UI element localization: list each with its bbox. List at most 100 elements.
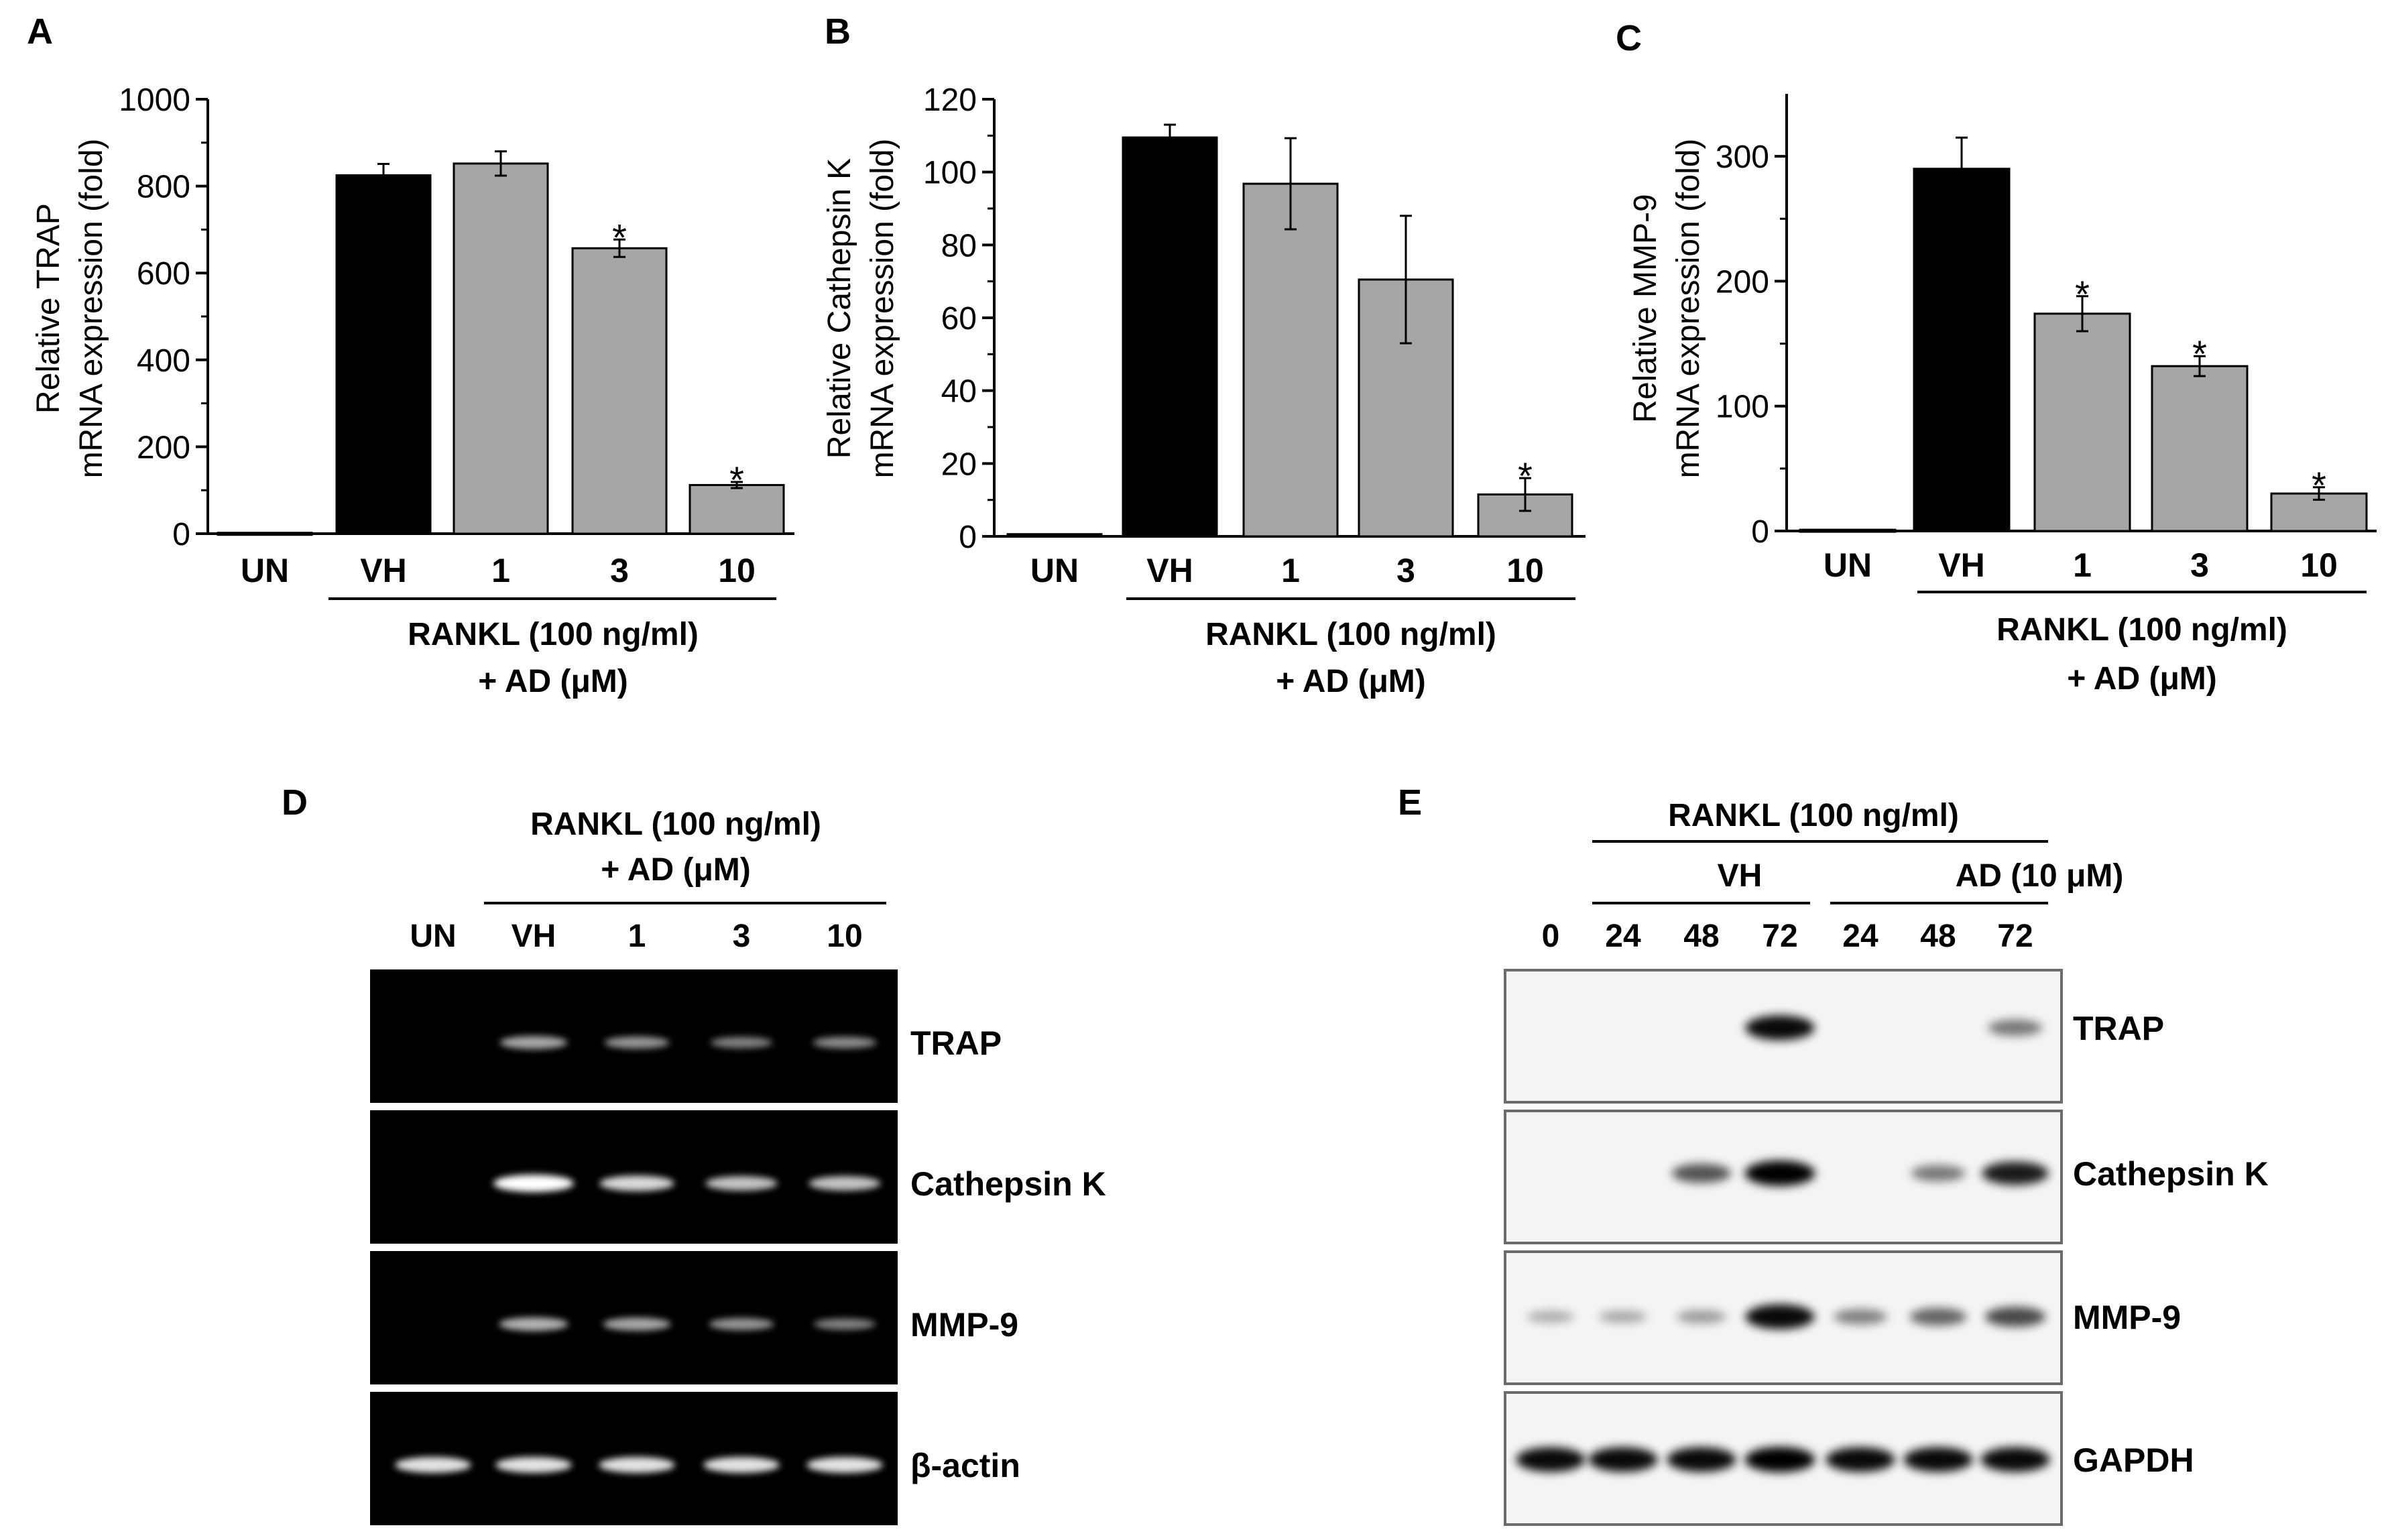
panel-c-ylabel-line2: mRNA expression (fold) <box>1671 139 1706 479</box>
panel-e-band <box>1599 1310 1647 1323</box>
panel-d-band <box>495 1457 572 1473</box>
panel-d-band <box>709 1317 774 1331</box>
panel-d-band <box>807 1457 883 1473</box>
panel-d-gel: D RANKL (100 ng/ml) + AD (μM) UN VH 1 3 10 T… <box>282 782 1106 1525</box>
panel-c-ytick-label: 100 <box>1716 390 1769 425</box>
panel-b-significance-mark: * <box>1518 455 1533 497</box>
panel-c-bar <box>2151 365 2249 532</box>
panel-e-row-label: MMP-9 <box>2073 1299 2181 1336</box>
panel-d-band <box>604 1036 670 1049</box>
panel-e-band <box>1982 1161 2049 1185</box>
panel-a-group-label-line2: + AD (μM) <box>478 664 628 699</box>
panel-b-group-label-line1: RANKL (100 ng/ml) <box>1205 617 1496 652</box>
panel-c-group-label-line2: + AD (μM) <box>2067 661 2217 697</box>
panel-d-row-label: MMP-9 <box>910 1306 1018 1344</box>
panel-a-bar <box>571 247 668 535</box>
panel-e-band <box>1988 1019 2043 1036</box>
panel-e-band <box>1527 1310 1575 1323</box>
panel-b-ytick-label: 80 <box>941 228 977 263</box>
panel-d-lane-label: 3 <box>733 919 751 954</box>
panel-a-bar <box>217 532 313 536</box>
panel-a-ytick-label: 600 <box>137 256 190 292</box>
panel-d-row-label: Cathepsin K <box>910 1165 1106 1203</box>
panel-d-letter: D <box>282 782 308 823</box>
panel-a-letter: A <box>27 11 53 52</box>
panel-e-letter: E <box>1398 782 1422 823</box>
panel-c-category-label: UN <box>1824 546 1872 584</box>
panel-d-band <box>813 1036 877 1049</box>
panel-b-group-label-line2: + AD (μM) <box>1276 664 1426 699</box>
panel-d-row-label: β-actin <box>910 1447 1020 1484</box>
panel-c-ylabel-line1: Relative MMP-9 <box>1628 194 1663 422</box>
panel-a-ytick-label: 200 <box>137 430 190 465</box>
panel-a-ylabel-line2: mRNA expression (fold) <box>74 139 109 479</box>
panel-e-band <box>1911 1165 1966 1182</box>
panel-c-bar <box>2033 312 2131 532</box>
panel-b-category-label: VH <box>1146 552 1193 589</box>
panel-a-bar <box>335 174 432 535</box>
panel-b-bar <box>1122 136 1218 538</box>
panel-a-group-label-line1: RANKL (100 ng/ml) <box>408 617 699 652</box>
panel-b-ytick-label: 120 <box>923 82 977 118</box>
panel-b-bar <box>1242 182 1339 538</box>
panel-c-chart: C Relative MMP-9 mRNA expression (fold) … <box>1616 18 2377 697</box>
panel-e-band <box>1671 1163 1732 1183</box>
panel-c-bar <box>1913 168 2011 532</box>
panel-a-ytick-label: 400 <box>137 343 190 379</box>
panel-a-ylabel-line1: Relative TRAP <box>31 203 66 414</box>
panel-e-row-label: Cathepsin K <box>2073 1155 2269 1193</box>
panel-d-band <box>493 1175 574 1192</box>
panel-d-header-line1: RANKL (100 ng/ml) <box>530 807 821 842</box>
panel-e-band <box>1744 1447 1815 1472</box>
panel-c-significance-mark: * <box>2192 333 2207 375</box>
panel-a-category-label: 10 <box>718 552 756 589</box>
panel-e-band <box>1826 1447 1895 1472</box>
panel-e-lane-label: 72 <box>1997 919 2033 954</box>
panel-d-band <box>599 1175 674 1191</box>
panel-d-strip <box>370 969 898 1103</box>
panel-b-category-label: UN <box>1030 552 1079 589</box>
panel-d-lane-label: UN <box>410 919 456 954</box>
panel-e-blot: E RANKL (100 ng/ml) VH AD (10 μM) 0 24 48 7… <box>1398 782 2269 1526</box>
panel-c-significance-mark: * <box>2312 464 2326 506</box>
panel-c-category-label: 10 <box>2300 546 2338 584</box>
panel-c-category-label: VH <box>1938 546 1984 584</box>
panel-c-category-label: 1 <box>2073 546 2092 584</box>
panel-e-row-label: TRAP <box>2073 1010 2164 1047</box>
panel-d-band <box>603 1317 671 1331</box>
panel-e-band <box>1745 1304 1815 1329</box>
panel-b-ytick-label: 0 <box>959 520 977 555</box>
panel-d-lane-label: 10 <box>827 919 862 954</box>
panel-a-significance-mark: * <box>612 216 627 258</box>
panel-c-ytick-label: 300 <box>1716 139 1769 175</box>
panel-b-ytick-label: 60 <box>941 301 977 337</box>
panel-e-lane-label: 72 <box>1762 919 1797 954</box>
panel-d-band <box>705 1176 778 1191</box>
panel-e-band <box>1745 1015 1815 1041</box>
panel-e-row-label: GAPDH <box>2073 1441 2194 1479</box>
panel-c-letter: C <box>1616 18 1642 58</box>
panel-e-header-top: RANKL (100 ng/ml) <box>1668 798 1959 833</box>
panel-b-ytick-label: 100 <box>923 156 977 191</box>
panel-e-lane-label: 0 <box>1542 919 1560 954</box>
panel-a-category-label: 3 <box>610 552 629 589</box>
panel-b-category-label: 10 <box>1506 552 1544 589</box>
panel-d-band <box>499 1036 568 1049</box>
panel-e-strip <box>1504 1250 2063 1385</box>
panel-a-ytick-label: 800 <box>137 170 190 205</box>
panel-e-band <box>1667 1447 1736 1472</box>
panel-d-lane-label: 1 <box>628 919 646 954</box>
panel-e-band <box>1744 1161 1815 1186</box>
panel-b-chart: B Relative Cathepsin K mRNA expression (… <box>822 11 1586 699</box>
panel-d-header-line2: + AD (μM) <box>601 852 751 888</box>
panel-e-lane-label: 24 <box>1605 919 1641 954</box>
panel-b-ylabel-line2: mRNA expression (fold) <box>865 139 900 479</box>
panel-e-group-vh: VH <box>1718 858 1763 894</box>
panel-e-band <box>1984 1307 2046 1327</box>
panel-c-category-label: 3 <box>2190 546 2209 584</box>
panel-e-lane-label: 48 <box>1683 919 1719 954</box>
panel-b-ytick-label: 40 <box>941 374 977 410</box>
panel-c-significance-mark: * <box>2075 273 2090 315</box>
panel-e-band <box>1588 1447 1658 1472</box>
